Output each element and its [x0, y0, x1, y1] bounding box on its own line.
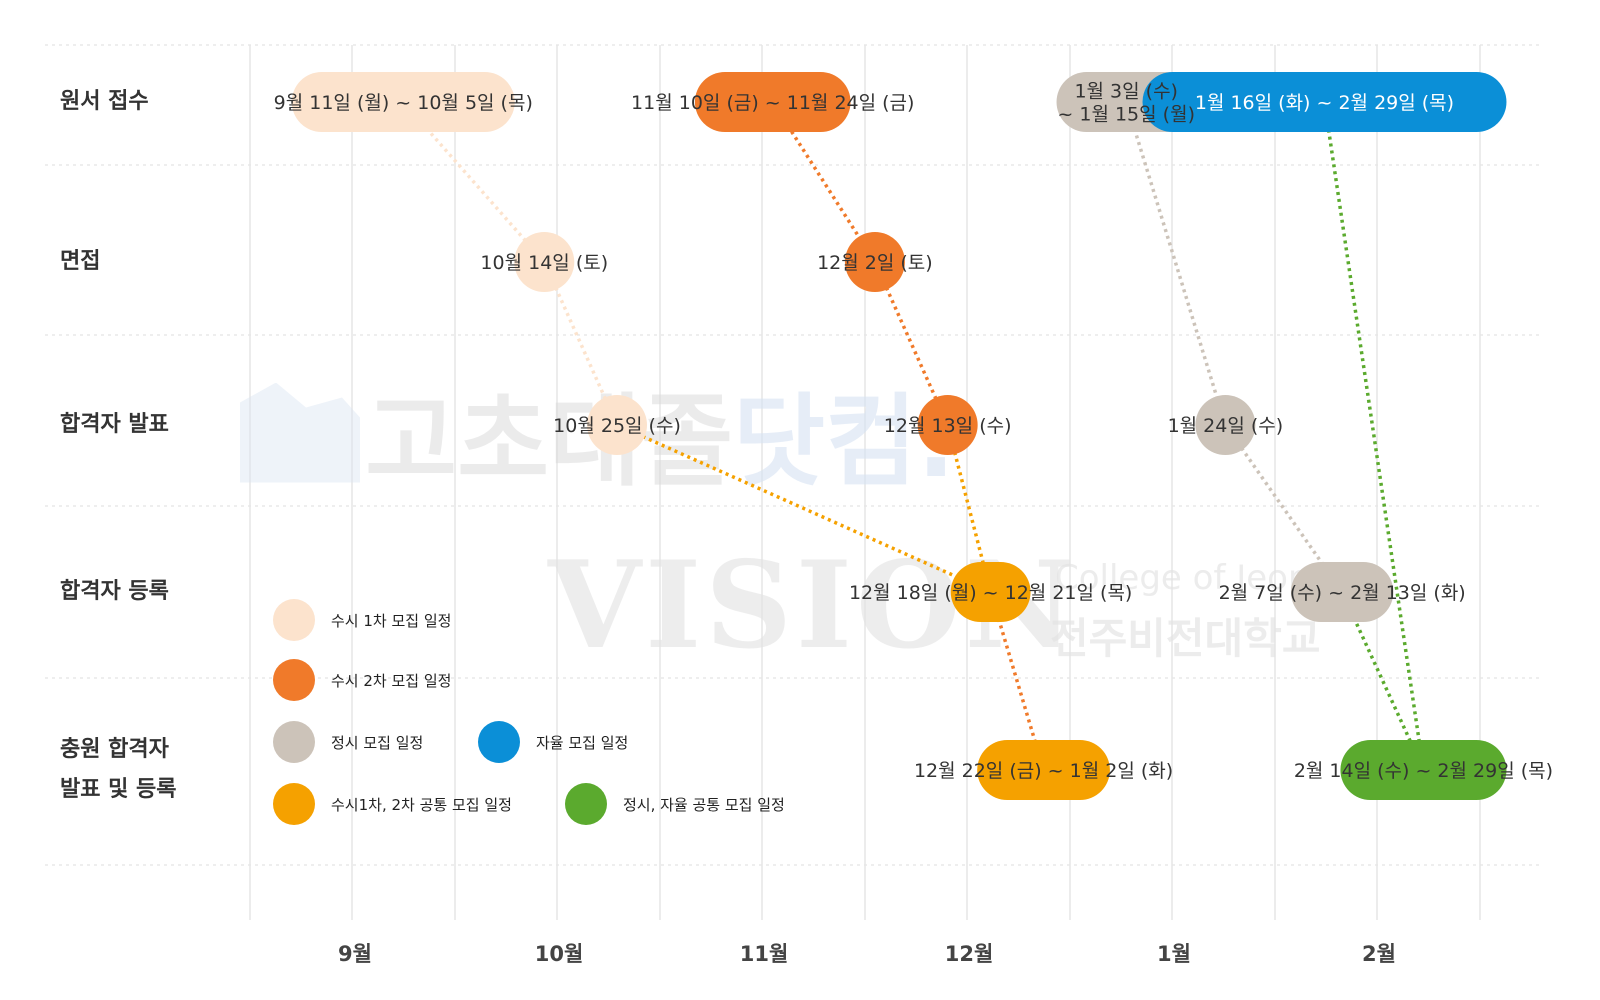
month-label: 11월: [739, 942, 789, 966]
row-label-line: 합격자 등록: [60, 579, 169, 604]
event-label-line: 9월 11일 (월) ~ 10월 5일 (목): [274, 92, 533, 114]
event-label-line: 2월 7일 (수) ~ 2월 13일 (화): [1219, 582, 1466, 604]
row-label-r1: 면접: [60, 242, 100, 282]
legend-label: 정시 모집 일정: [331, 733, 424, 752]
month-label: 2월: [1362, 942, 1396, 966]
row-label-r2: 합격자 발표: [60, 405, 169, 445]
legend-item-jeongsi: 정시 모집 일정: [273, 721, 423, 763]
event-pill-e4: [694, 72, 851, 132]
event-pill-e12: [1142, 72, 1507, 132]
event-label-e8: 12월 22일 (금) ~ 1월 2일 (화): [914, 760, 1173, 782]
event-label-e7: 12월 18일 (월) ~ 12월 21일 (목): [849, 582, 1132, 604]
event-label-line: ~ 1월 15일 (월): [1057, 104, 1195, 126]
event-pill-e8: [977, 740, 1110, 800]
event-label-e4: 11월 10일 (금) ~ 11월 24일 (금): [631, 92, 914, 114]
event-label-e1: 9월 11일 (월) ~ 10월 5일 (목): [274, 92, 533, 114]
event-label-e9: 1월 3일 (수) ~ 1월 15일 (월): [1057, 81, 1195, 126]
event-label-line: 2월 14일 (수) ~ 2월 29일 (목): [1294, 760, 1553, 782]
legend-label: 자율 모집 일정: [536, 733, 629, 752]
event-label-line: 10월 14일 (토): [480, 252, 608, 274]
row-label-line: 면접: [60, 249, 101, 274]
event-label-e13: 2월 14일 (수) ~ 2월 29일 (목): [1294, 760, 1553, 782]
event-label-e12: 1월 16일 (화) ~ 2월 29일 (목): [1195, 92, 1454, 114]
legend-item-susi1: 수시 1차 모집 일정: [273, 599, 451, 641]
legend-swatch: [478, 721, 520, 763]
event-label-e2: 10월 14일 (토): [480, 252, 608, 274]
event-label-e5: 12월 2일 (토): [817, 252, 933, 274]
event-pill-e13: [1340, 740, 1507, 800]
row-label-line: 원서 접수: [60, 89, 149, 114]
row-label-line: 발표 및 등록: [60, 777, 177, 802]
month-label: 12월: [944, 942, 994, 966]
row-label-line: 합격자 발표: [60, 412, 169, 437]
legend-swatch: [273, 659, 315, 701]
event-label-e6: 12월 13일 (수): [884, 415, 1012, 437]
legend-swatch: [565, 783, 607, 825]
legend-label: 정시, 자율 공통 모집 일정: [623, 795, 785, 814]
event-label-line: 1월 24일 (수): [1168, 415, 1284, 437]
month-label: 9월: [338, 942, 372, 966]
event-label-e10: 1월 24일 (수): [1168, 415, 1284, 437]
legend-label: 수시1차, 2차 공통 모집 일정: [331, 795, 512, 814]
event-pill-e2: [514, 232, 575, 292]
event-label-line: 10월 25일 (수): [553, 415, 681, 437]
event-label-line: 12월 22일 (금) ~ 1월 2일 (화): [914, 760, 1173, 782]
event-label-line: 12월 18일 (월) ~ 12월 21일 (목): [849, 582, 1132, 604]
event-label-e3: 10월 25일 (수): [553, 415, 681, 437]
event-label-line: 12월 13일 (수): [884, 415, 1012, 437]
row-label-line: 충원 합격자: [60, 737, 169, 762]
event-label-line: 11월 10일 (금) ~ 11월 24일 (금): [631, 92, 914, 114]
legend-item-jayul: 자율 모집 일정: [478, 721, 628, 763]
legend-item-susi_common: 수시1차, 2차 공통 모집 일정: [273, 783, 512, 825]
event-pill-e10: [1195, 395, 1256, 455]
legend-label: 수시 2차 모집 일정: [331, 671, 452, 690]
connector-line: [616, 423, 992, 594]
row-label-r0: 원서 접수: [60, 82, 149, 122]
event-pill-e7: [950, 562, 1031, 622]
event-label-group: 9월 11일 (월) ~ 10월 5일 (목) 10월 14일 (토) 10월 25…: [274, 81, 1553, 783]
legend-label: 수시 1차 모집 일정: [331, 611, 452, 630]
event-pill-e11: [1290, 562, 1394, 622]
event-pill-e3: [587, 395, 648, 455]
connector-line: [1322, 101, 1426, 771]
event-pill-e5: [844, 232, 905, 292]
month-label: 1월: [1157, 942, 1191, 966]
event-label-line: 1월 16일 (화) ~ 2월 29일 (목): [1195, 92, 1454, 114]
event-label-e11: 2월 7일 (수) ~ 2월 13일 (화): [1219, 582, 1466, 604]
event-pill-e6: [917, 395, 978, 455]
connector-line: [1124, 101, 1228, 426]
event-pill-e1: [291, 72, 515, 132]
legend-swatch: [273, 599, 315, 641]
legend-swatch: [273, 721, 315, 763]
event-label-line: 1월 3일 (수): [1074, 81, 1178, 103]
row-label-r3: 합격자 등록: [60, 572, 169, 612]
legend-item-jeongsi_common: 정시, 자율 공통 모집 일정: [565, 783, 785, 825]
event-label-line: 12월 2일 (토): [817, 252, 933, 274]
event-pill-group: [291, 72, 1507, 800]
legend-item-susi2: 수시 2차 모집 일정: [273, 659, 451, 701]
legend-swatch: [273, 783, 315, 825]
month-label: 10월: [534, 942, 584, 966]
